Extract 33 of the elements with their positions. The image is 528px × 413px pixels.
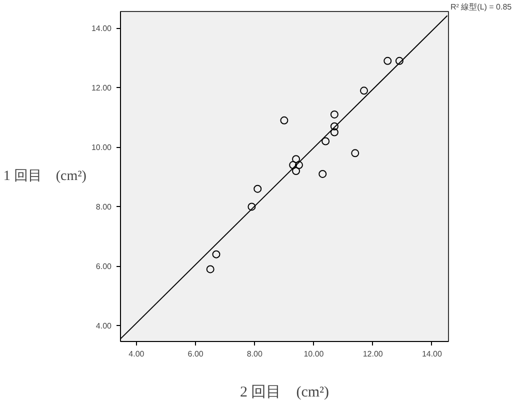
point bbox=[292, 167, 300, 175]
point bbox=[292, 155, 300, 164]
point bbox=[206, 265, 214, 274]
x-tick-label: 14.00 bbox=[422, 350, 443, 358]
point bbox=[318, 170, 327, 178]
point bbox=[330, 110, 338, 118]
x-tick-label: 6.00 bbox=[188, 350, 204, 358]
point bbox=[322, 137, 330, 146]
point bbox=[330, 128, 338, 136]
point bbox=[212, 250, 220, 258]
y-axis-title: 1 回目 (cm²) bbox=[3, 169, 87, 184]
point bbox=[254, 184, 262, 193]
point bbox=[294, 161, 303, 170]
y-tick-label: 12.00 bbox=[91, 84, 112, 93]
x-tick-label: 8.00 bbox=[246, 350, 263, 358]
x-tick-label: 12.00 bbox=[362, 350, 384, 358]
point bbox=[280, 116, 288, 124]
point bbox=[351, 149, 360, 158]
x-tick-label: 4.00 bbox=[128, 350, 145, 358]
y-tick-label: 10.00 bbox=[91, 143, 112, 152]
y-tick-label: 4.00 bbox=[96, 322, 112, 331]
point bbox=[248, 202, 256, 211]
y-tick-label: 14.00 bbox=[91, 24, 112, 34]
x-axis-title: 2 回目 (cm²) bbox=[240, 384, 330, 400]
point bbox=[360, 86, 368, 95]
point bbox=[395, 56, 404, 65]
x-tick-label: 10.00 bbox=[304, 350, 324, 358]
point bbox=[330, 122, 338, 130]
y-tick-label: 8.00 bbox=[96, 202, 112, 212]
point bbox=[384, 56, 392, 65]
text: R² 線型(L) = 0.85 bbox=[450, 2, 512, 12]
point bbox=[289, 161, 298, 170]
y-tick-label: 6.00 bbox=[96, 262, 112, 272]
